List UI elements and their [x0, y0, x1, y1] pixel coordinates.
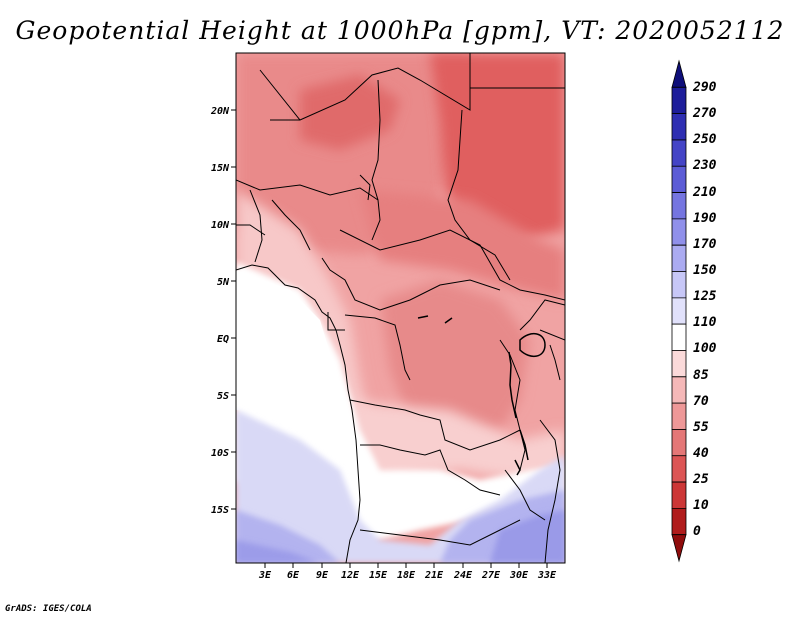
latitude-axis	[231, 109, 236, 510]
colorbar-segment	[671, 350, 687, 378]
colorbar-segment	[671, 139, 687, 167]
colorbar-segment	[671, 192, 687, 220]
lon-label-9e: 9E	[316, 570, 329, 581]
lat-label-20n: 20N	[210, 106, 230, 117]
lat-label-10n: 10N	[211, 220, 230, 231]
colorbar-segment	[671, 534, 687, 563]
colorbar-label: 55	[693, 420, 709, 435]
lat-label-10s: 10S	[211, 448, 229, 459]
colorbar-label: 100	[693, 341, 717, 356]
map-frame	[235, 52, 566, 564]
colorbar-segment	[671, 244, 687, 272]
colorbar-label: 230	[692, 158, 717, 173]
colorbar	[671, 59, 687, 563]
colorbar-segment	[671, 455, 687, 483]
lat-label-15n: 15N	[211, 163, 230, 174]
lat-label-15s: 15S	[211, 505, 229, 516]
colorbar-label: 270	[692, 106, 717, 121]
colorbar-segment	[671, 429, 687, 457]
longitude-axis	[264, 563, 548, 568]
lon-label-6e: 6E	[287, 570, 300, 581]
lon-label-30e: 30E	[509, 570, 529, 581]
lat-label-5s: 5S	[217, 391, 229, 402]
lon-label-3e: 3E	[258, 570, 272, 581]
height-field	[236, 53, 565, 563]
lon-label-15e: 15E	[369, 570, 388, 581]
colorbar-segment	[671, 59, 687, 88]
colorbar-label: 190	[693, 211, 717, 226]
lat-label-5n: 5N	[217, 277, 230, 288]
colorbar-label: 110	[693, 315, 717, 330]
lon-label-21e: 21E	[424, 570, 444, 581]
colorbar-label: 150	[693, 263, 717, 278]
country-borders	[236, 53, 565, 563]
colorbar-segment	[671, 165, 687, 193]
colorbar-segment	[671, 376, 687, 404]
colorbar-segment	[671, 218, 687, 246]
colorbar-label: 125	[693, 289, 717, 304]
colorbar-label: 170	[693, 237, 717, 252]
lat-label-eq: EQ	[217, 334, 229, 345]
colorbar-segment	[671, 323, 687, 351]
colorbar-label: 10	[693, 498, 709, 513]
colorbar-label: 210	[692, 185, 717, 200]
colorbar-label: 85	[693, 368, 709, 383]
colorbar-label: 290	[692, 80, 717, 95]
lakes	[417, 315, 546, 476]
colorbar-label: 0	[693, 524, 701, 539]
lon-label-33e: 33E	[537, 570, 557, 581]
colorbar-segment	[671, 402, 687, 430]
colorbar-label: 250	[692, 132, 717, 147]
latitude-labels: 20N 15N 10N 5N EQ 5S 10S 15S	[210, 106, 230, 516]
map-title: Geopotential Height at 1000hPa [gpm], VT…	[15, 16, 785, 45]
colorbar-label: 25	[692, 472, 709, 487]
lon-label-24e: 24E	[453, 570, 473, 581]
lon-label-18e: 18E	[397, 570, 416, 581]
footer-credit: GrADS: IGES/COLA	[5, 604, 92, 614]
lon-label-27e: 27E	[481, 570, 501, 581]
colorbar-segment	[671, 481, 687, 509]
colorbar-labels: 290 270 250 230 210 190 170 150 125 110 …	[692, 80, 717, 539]
colorbar-segment	[671, 271, 687, 299]
colorbar-segment	[671, 86, 687, 115]
lon-label-12e: 12E	[341, 570, 360, 581]
colorbar-segment	[671, 113, 687, 141]
longitude-labels: 3E 6E 9E 12E 15E 18E 21E 24E 27E 30E 33E	[258, 570, 557, 581]
lake-malawi	[519, 429, 529, 461]
colorbar-segment	[671, 297, 687, 325]
colorbar-label: 70	[693, 394, 709, 409]
colorbar-label: 40	[693, 446, 709, 461]
colorbar-segment	[671, 507, 687, 536]
